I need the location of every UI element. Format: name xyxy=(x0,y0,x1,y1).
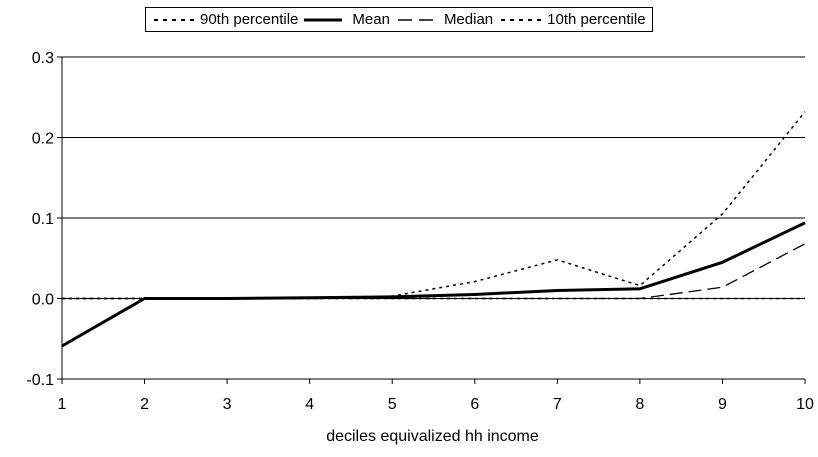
x-axis-title: deciles equivalized hh income xyxy=(326,428,539,445)
x-tick-label: 7 xyxy=(553,396,562,413)
series-lines xyxy=(61,111,806,348)
series-line-90th-percentile xyxy=(62,111,806,300)
legend-item-mean: Mean xyxy=(304,11,390,28)
x-tick-label: 6 xyxy=(470,396,479,413)
x-tick-label: 10 xyxy=(796,396,814,413)
legend-item-10th-percentile: 10th percentile xyxy=(499,11,646,28)
y-tick-label: 0.1 xyxy=(32,211,54,228)
y-tick-label: 0.0 xyxy=(32,292,54,309)
gridlines xyxy=(62,56,805,299)
legend-item-median: Median xyxy=(396,11,493,28)
x-tick-label: 9 xyxy=(718,396,727,413)
legend-label-median: Median xyxy=(443,11,494,28)
legend-label-10th-percentile: 10th percentile xyxy=(547,11,646,28)
x-tick-label: 1 xyxy=(58,396,67,413)
x-tick-label: 3 xyxy=(223,396,232,413)
x-tick-label: 2 xyxy=(140,396,149,413)
y-tick-label: -0.1 xyxy=(26,372,54,389)
legend-label-mean: Mean xyxy=(352,11,390,28)
x-tick-label: 8 xyxy=(635,396,644,413)
y-tick-label: 0.2 xyxy=(32,131,54,148)
y-tick-label: 0.3 xyxy=(32,50,54,67)
legend-swatch-90th-percentile xyxy=(154,18,194,21)
series-line-mean xyxy=(61,221,806,348)
x-tick-label: 5 xyxy=(388,396,397,413)
legend-item-90th-percentile: 90th percentile xyxy=(152,11,298,28)
legend-label-90th-percentile: 90th percentile xyxy=(200,11,299,28)
tick-labels: -0.1 0.0 0.1 0.2 0.3 1 2 3 4 5 6 7 8 9 10 xyxy=(26,50,814,413)
legend-swatch-10th-percentile xyxy=(501,18,542,21)
legend-swatch-mean xyxy=(304,18,343,21)
legend-swatch-median xyxy=(397,18,438,21)
x-tick-label: 4 xyxy=(305,396,314,413)
chart-legend: 90th percentile Mean Median 10th percent… xyxy=(145,7,653,32)
axes xyxy=(57,56,806,384)
